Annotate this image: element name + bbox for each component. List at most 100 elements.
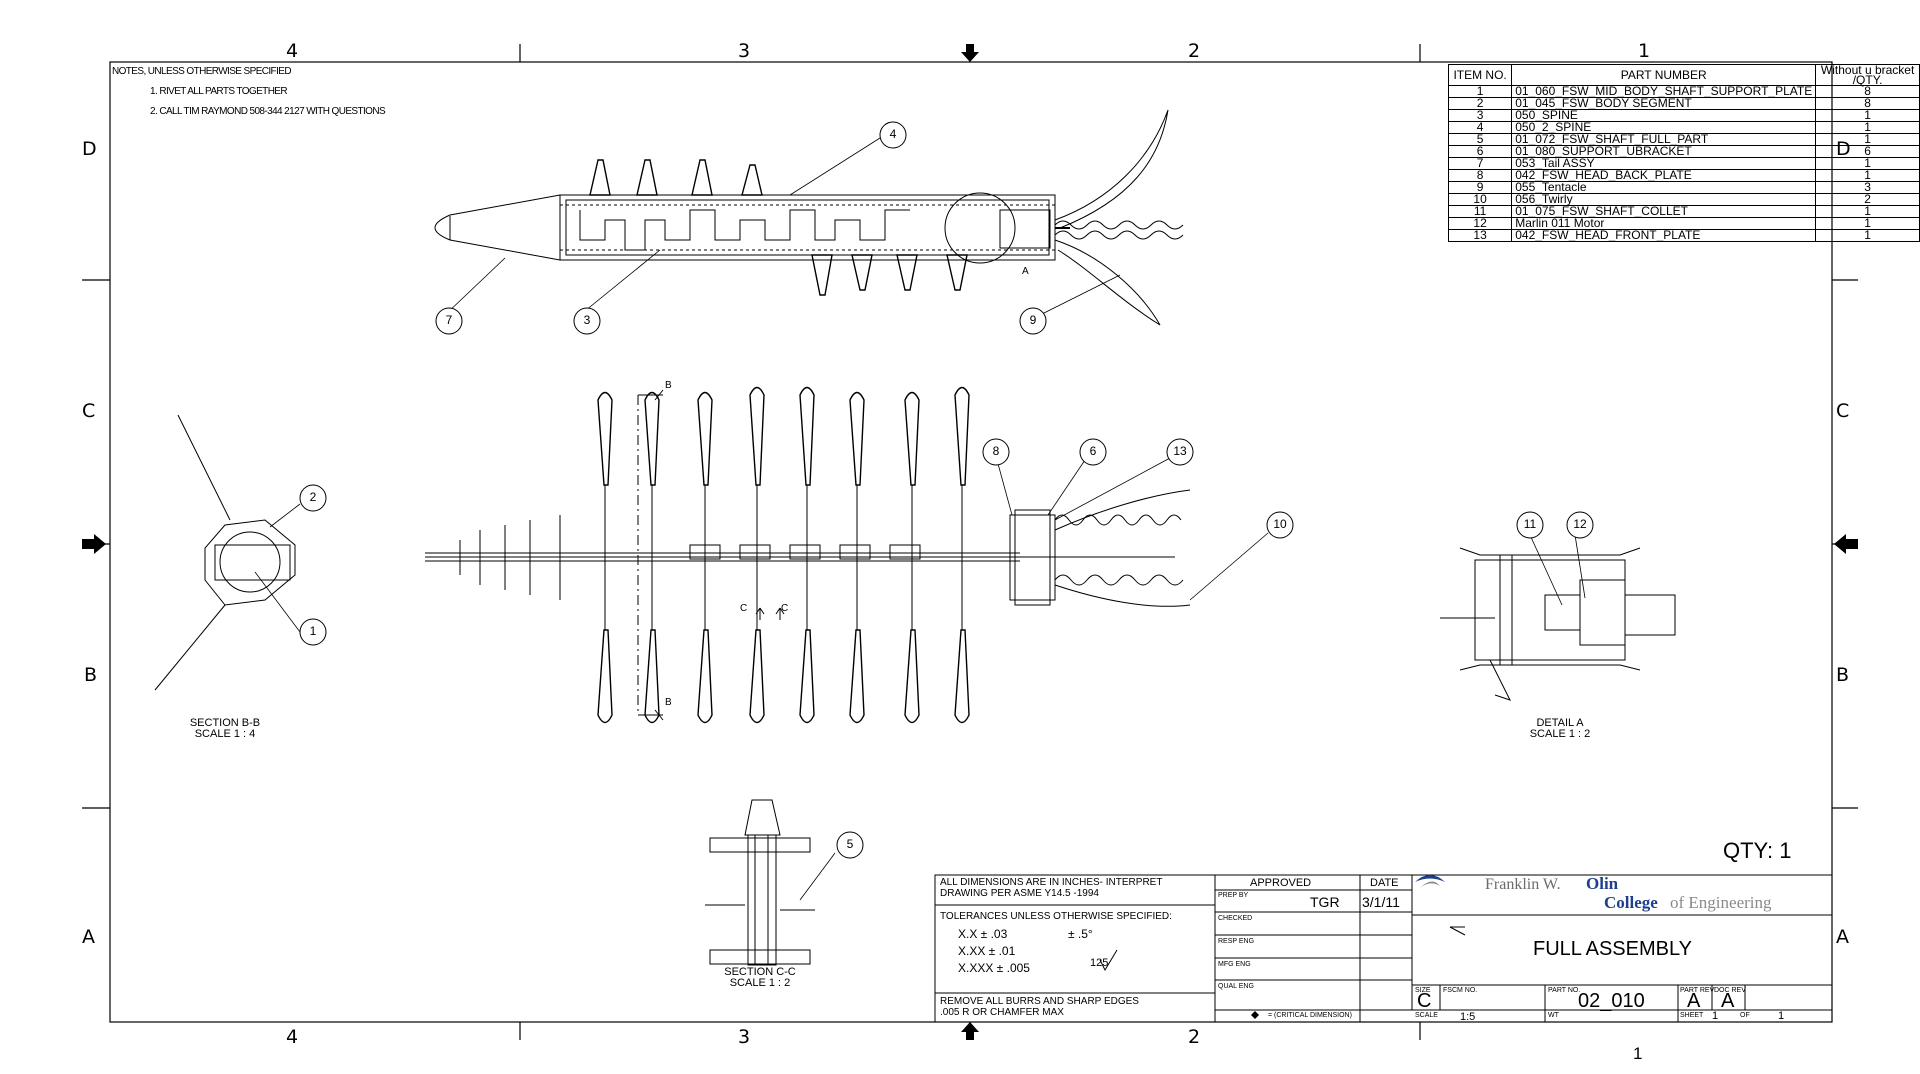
bom-row: 1 01_060_FSW_MID_BODY_SHAFT_SUPPORT_PLATE…: [1447, 85, 1920, 98]
bom-row: 4 050_2_SPINE 1: [1447, 121, 1920, 134]
tolerance-angle: ± .5°: [1068, 927, 1093, 941]
checked-label: CHECKED: [1218, 915, 1253, 922]
quantity-label: QTY: 1: [1723, 838, 1792, 863]
part-rev-label: PART REV: [1680, 987, 1715, 994]
bom-row: 8 042_FSW_HEAD_BACK_PLATE 1: [1447, 169, 1920, 182]
burrs-note: REMOVE ALL BURRS AND SHARP EDGES .005 R …: [940, 996, 1139, 1018]
section-bb-scale: SCALE 1 : 4: [194, 728, 256, 740]
balloon-6: 6: [1089, 444, 1097, 458]
tolerance-x-xx: X.XX ± .01: [958, 944, 1016, 958]
notes-header: NOTES, UNLESS OTHERWISE SPECIFIED: [112, 66, 292, 77]
scale-value: 1:5: [1460, 1011, 1476, 1023]
zone-row-d-left: D: [82, 138, 97, 160]
dimensions-note-line-2: DRAWING PER ASME Y14.5 -1994: [940, 888, 1099, 899]
bom-col-qty: Without u bracket /QTY.: [1815, 64, 1920, 86]
part-number: 02_010: [1578, 990, 1645, 1012]
tolerance-x-x: X.X ± .03: [958, 927, 1008, 941]
zone-col-2-bottom: 2: [1188, 1026, 1201, 1048]
balloon-8: 8: [992, 444, 1000, 458]
section-bb-label: SECTION B-B SCALE 1 : 4: [160, 718, 290, 740]
weight-label: WT: [1548, 1012, 1559, 1019]
section-marker-b-top: B: [665, 380, 672, 391]
sheet-label: SHEET: [1680, 1012, 1704, 1019]
zone-row-c-right: C: [1836, 400, 1850, 422]
balloon-5: 5: [846, 837, 854, 851]
bom-row: 11 01_075_FSW_SHAFT_COLLET 1: [1447, 205, 1920, 218]
note-item-2: 2. CALL TIM RAYMOND 508-344 2127 WITH QU…: [150, 106, 386, 117]
balloon-4: 4: [889, 127, 897, 141]
bom-part-number: 01_080_SUPPORT_UBRACKET: [1511, 145, 1817, 158]
prep-by-name: TGR: [1310, 894, 1340, 910]
zone-col-3-bottom: 3: [738, 1026, 751, 1048]
finish-check: [1099, 949, 1118, 972]
logo-of-engineering: of Engineering: [1670, 893, 1772, 912]
zone-col-3-top: 3: [738, 40, 751, 62]
section-cc-view: [705, 799, 815, 966]
balloon-9: 9: [1029, 313, 1037, 327]
bom-header-row: ITEM NO. PART NUMBER Without u bracket /…: [1447, 64, 1920, 86]
bom-item-number: 11: [1447, 205, 1513, 218]
date-header: DATE: [1370, 877, 1399, 889]
olin-logo-mark: [1415, 875, 1445, 888]
critical-dimension-note: = (CRITICAL DIMENSION): [1268, 1012, 1352, 1019]
bom-row: 7 053_Tail ASSY 1: [1447, 157, 1920, 170]
zone-row-b-right: B: [1836, 664, 1850, 686]
bill-of-materials: ITEM NO. PART NUMBER Without u bracket /…: [1447, 64, 1920, 242]
balloon-7: 7: [445, 313, 453, 327]
centering-arrows: [82, 44, 1858, 1040]
balloon-circles: [299, 121, 1594, 859]
bom-item-number: 13: [1447, 229, 1513, 242]
zone-col-2-top: 2: [1188, 40, 1201, 62]
sheet-value: 1: [1712, 1010, 1719, 1022]
detail-a-label: DETAIL A SCALE 1 : 2: [1495, 718, 1625, 740]
section-marker-c-left: C: [740, 603, 748, 614]
balloon-11: 11: [1523, 517, 1537, 531]
bom-part-number: 01_075_FSW_SHAFT_COLLET: [1511, 205, 1817, 218]
bom-col-item: ITEM NO.: [1447, 64, 1513, 86]
bom-part-number: 01_045_FSW_BODY SEGMENT: [1511, 97, 1817, 110]
approved-header: APPROVED: [1250, 877, 1312, 889]
bom-row: 2 01_045_FSW_BODY SEGMENT 8: [1447, 97, 1920, 110]
footer-number: 1: [1633, 1044, 1643, 1063]
of-value: 1: [1778, 1010, 1785, 1022]
zone-row-c-left: C: [82, 400, 96, 422]
logo-college: College: [1604, 893, 1658, 912]
detail-a-title: DETAIL A: [1536, 717, 1584, 729]
scale-label: SCALE: [1415, 1012, 1438, 1019]
burrs-note-line-2: .005 R OR CHAMFER MAX: [940, 1007, 1064, 1018]
dimensions-note-line-1: ALL DIMENSIONS ARE IN INCHES- INTERPRET: [940, 877, 1163, 888]
note-item-1: 1. RIVET ALL PARTS TOGETHER: [150, 86, 288, 97]
bom-part-number: 01_060_FSW_MID_BODY_SHAFT_SUPPORT_PLATE: [1511, 85, 1817, 98]
detail-marker-a: A: [1022, 266, 1029, 277]
prep-date: 3/1/11: [1362, 894, 1400, 910]
doc-rev-value: A: [1721, 990, 1735, 1012]
drawing-notes: NOTES, UNLESS OTHERWISE SPECIFIED 1. RIV…: [112, 66, 386, 118]
angle-symbol: [1449, 926, 1466, 936]
bom-part-number: 042_FSW_HEAD_FRONT_PLATE: [1511, 229, 1817, 242]
zone-col-4-top: 4: [286, 40, 299, 62]
critical-diamond: [1251, 1011, 1259, 1019]
zone-row-a-right: A: [1836, 926, 1849, 948]
of-label: OF: [1740, 1012, 1750, 1019]
bom-row: 12 Marlin 011 Motor 1: [1447, 217, 1920, 230]
tolerances-header: TOLERANCES UNLESS OTHERWISE SPECIFIED:: [940, 911, 1172, 922]
burrs-note-line-1: REMOVE ALL BURRS AND SHARP EDGES: [940, 996, 1139, 1007]
bom-quantity: 1: [1815, 229, 1920, 242]
zone-col-4-bottom: 4: [286, 1026, 299, 1048]
balloon-12: 12: [1573, 517, 1587, 531]
top-view: [434, 109, 1184, 326]
bom-part-number: 042_FSW_HEAD_BACK_PLATE: [1511, 169, 1817, 182]
zone-col-1-top: 1: [1638, 40, 1651, 62]
logo-olin: Olin: [1586, 874, 1619, 893]
balloon-1: 1: [309, 624, 317, 638]
section-marker-c-right: C: [781, 603, 789, 614]
logo-franklin-w: Franklin W.: [1485, 876, 1561, 893]
detail-a-view: [1440, 547, 1676, 701]
resp-eng-label: RESP ENG: [1218, 938, 1255, 945]
section-cc-label: SECTION C-C SCALE 1 : 2: [695, 967, 825, 989]
bom-row: 10 056_Twirly 2: [1447, 193, 1920, 206]
doc-rev-label: DOC REV: [1714, 987, 1746, 994]
balloon-3: 3: [583, 313, 591, 327]
fscm-label: FSCM NO.: [1443, 987, 1478, 994]
